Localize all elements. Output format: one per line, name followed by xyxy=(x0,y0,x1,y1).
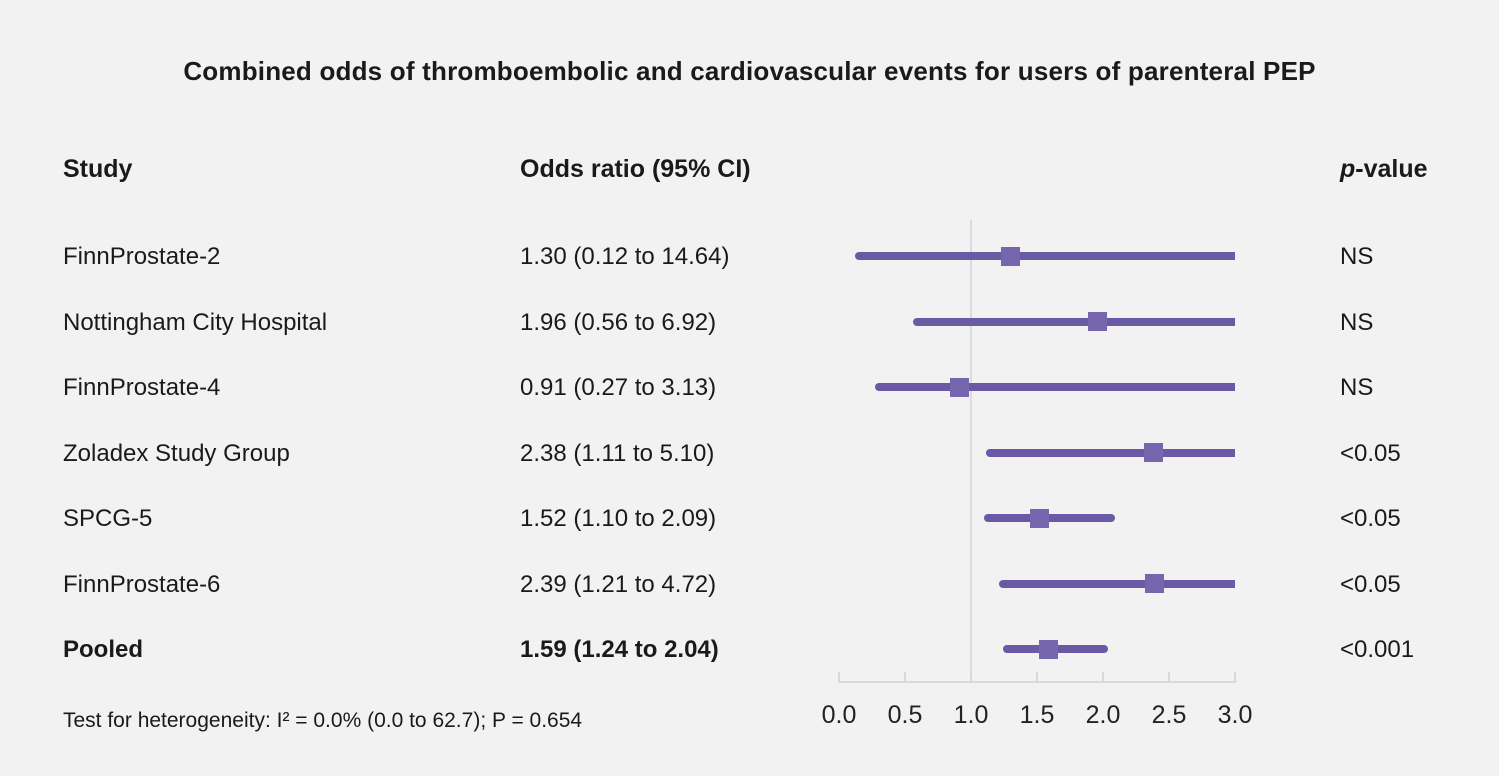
confidence-interval-bar xyxy=(984,514,1115,522)
p-value: NS xyxy=(1340,374,1374,401)
point-estimate-marker xyxy=(1030,508,1050,528)
reference-line xyxy=(970,220,972,681)
x-axis-tick xyxy=(1036,672,1038,681)
x-axis-tick xyxy=(904,672,906,681)
x-axis-line xyxy=(838,681,1236,683)
p-value: <0.05 xyxy=(1340,505,1401,532)
point-estimate-marker xyxy=(1039,639,1059,659)
study-label: FinnProstate-6 xyxy=(63,570,221,598)
p-value-header-rest: -value xyxy=(1355,155,1428,183)
column-header-study: Study xyxy=(63,155,133,183)
column-header-odds-ratio: Odds ratio (95% CI) xyxy=(520,155,751,183)
confidence-interval-bar xyxy=(854,252,1235,260)
odds-ratio-value: 1.52 (1.10 to 2.09) xyxy=(520,505,717,532)
odds-ratio-value: 1.59 (1.24 to 2.04) xyxy=(520,636,719,663)
study-label: SPCG-5 xyxy=(63,505,153,532)
study-label: FinnProstate-2 xyxy=(63,243,221,270)
column-header-p-value: p-value xyxy=(1340,155,1428,183)
p-value: NS xyxy=(1340,243,1374,270)
study-label: FinnProstate-4 xyxy=(63,374,221,401)
odds-ratio-value: 1.96 (0.56 to 6.92) xyxy=(520,308,717,336)
confidence-interval-bar xyxy=(874,383,1235,391)
x-axis-tick-label: 0.0 xyxy=(821,701,857,729)
heterogeneity-note: Test for heterogeneity: I² = 0.0% (0.0 t… xyxy=(63,709,583,732)
study-label: Zoladex Study Group xyxy=(63,439,290,467)
x-axis-tick xyxy=(1102,672,1104,681)
odds-ratio-value: 2.39 (1.21 to 4.72) xyxy=(520,570,717,598)
chart-title: Combined odds of thromboembolic and card… xyxy=(183,56,1316,86)
point-estimate-marker xyxy=(949,377,969,397)
x-axis-tick-label: 2.5 xyxy=(1151,701,1187,729)
p-value: <0.05 xyxy=(1340,570,1401,598)
x-axis-tick xyxy=(838,672,840,681)
x-axis-tick-label: 3.0 xyxy=(1217,701,1253,729)
p-value: NS xyxy=(1340,308,1374,336)
x-axis-tick-label: 1.0 xyxy=(953,701,989,729)
confidence-interval-bar xyxy=(998,579,1235,588)
p-value: <0.001 xyxy=(1340,636,1415,663)
point-estimate-marker xyxy=(1144,574,1164,593)
x-axis-tick xyxy=(970,672,972,681)
point-estimate-marker xyxy=(1143,443,1163,462)
study-label: Pooled xyxy=(63,636,144,663)
x-axis-tick-label: 0.5 xyxy=(887,701,923,729)
x-axis-tick xyxy=(1234,672,1236,681)
study-label: Nottingham City Hospital xyxy=(63,308,328,336)
x-axis-tick-label: 2.0 xyxy=(1085,701,1121,729)
odds-ratio-value: 2.38 (1.11 to 5.10) xyxy=(520,439,715,467)
odds-ratio-value: 1.30 (0.12 to 14.64) xyxy=(520,243,730,270)
point-estimate-marker xyxy=(1088,312,1108,331)
p-value-italic-p: p xyxy=(1340,155,1356,183)
odds-ratio-value: 0.91 (0.27 to 3.13) xyxy=(520,374,717,401)
confidence-interval-bar xyxy=(985,448,1235,457)
x-axis-tick-label: 1.5 xyxy=(1019,701,1055,729)
point-estimate-marker xyxy=(1001,246,1021,266)
x-axis-tick xyxy=(1168,672,1170,681)
confidence-interval-bar xyxy=(912,317,1235,326)
p-value: <0.05 xyxy=(1340,439,1401,467)
